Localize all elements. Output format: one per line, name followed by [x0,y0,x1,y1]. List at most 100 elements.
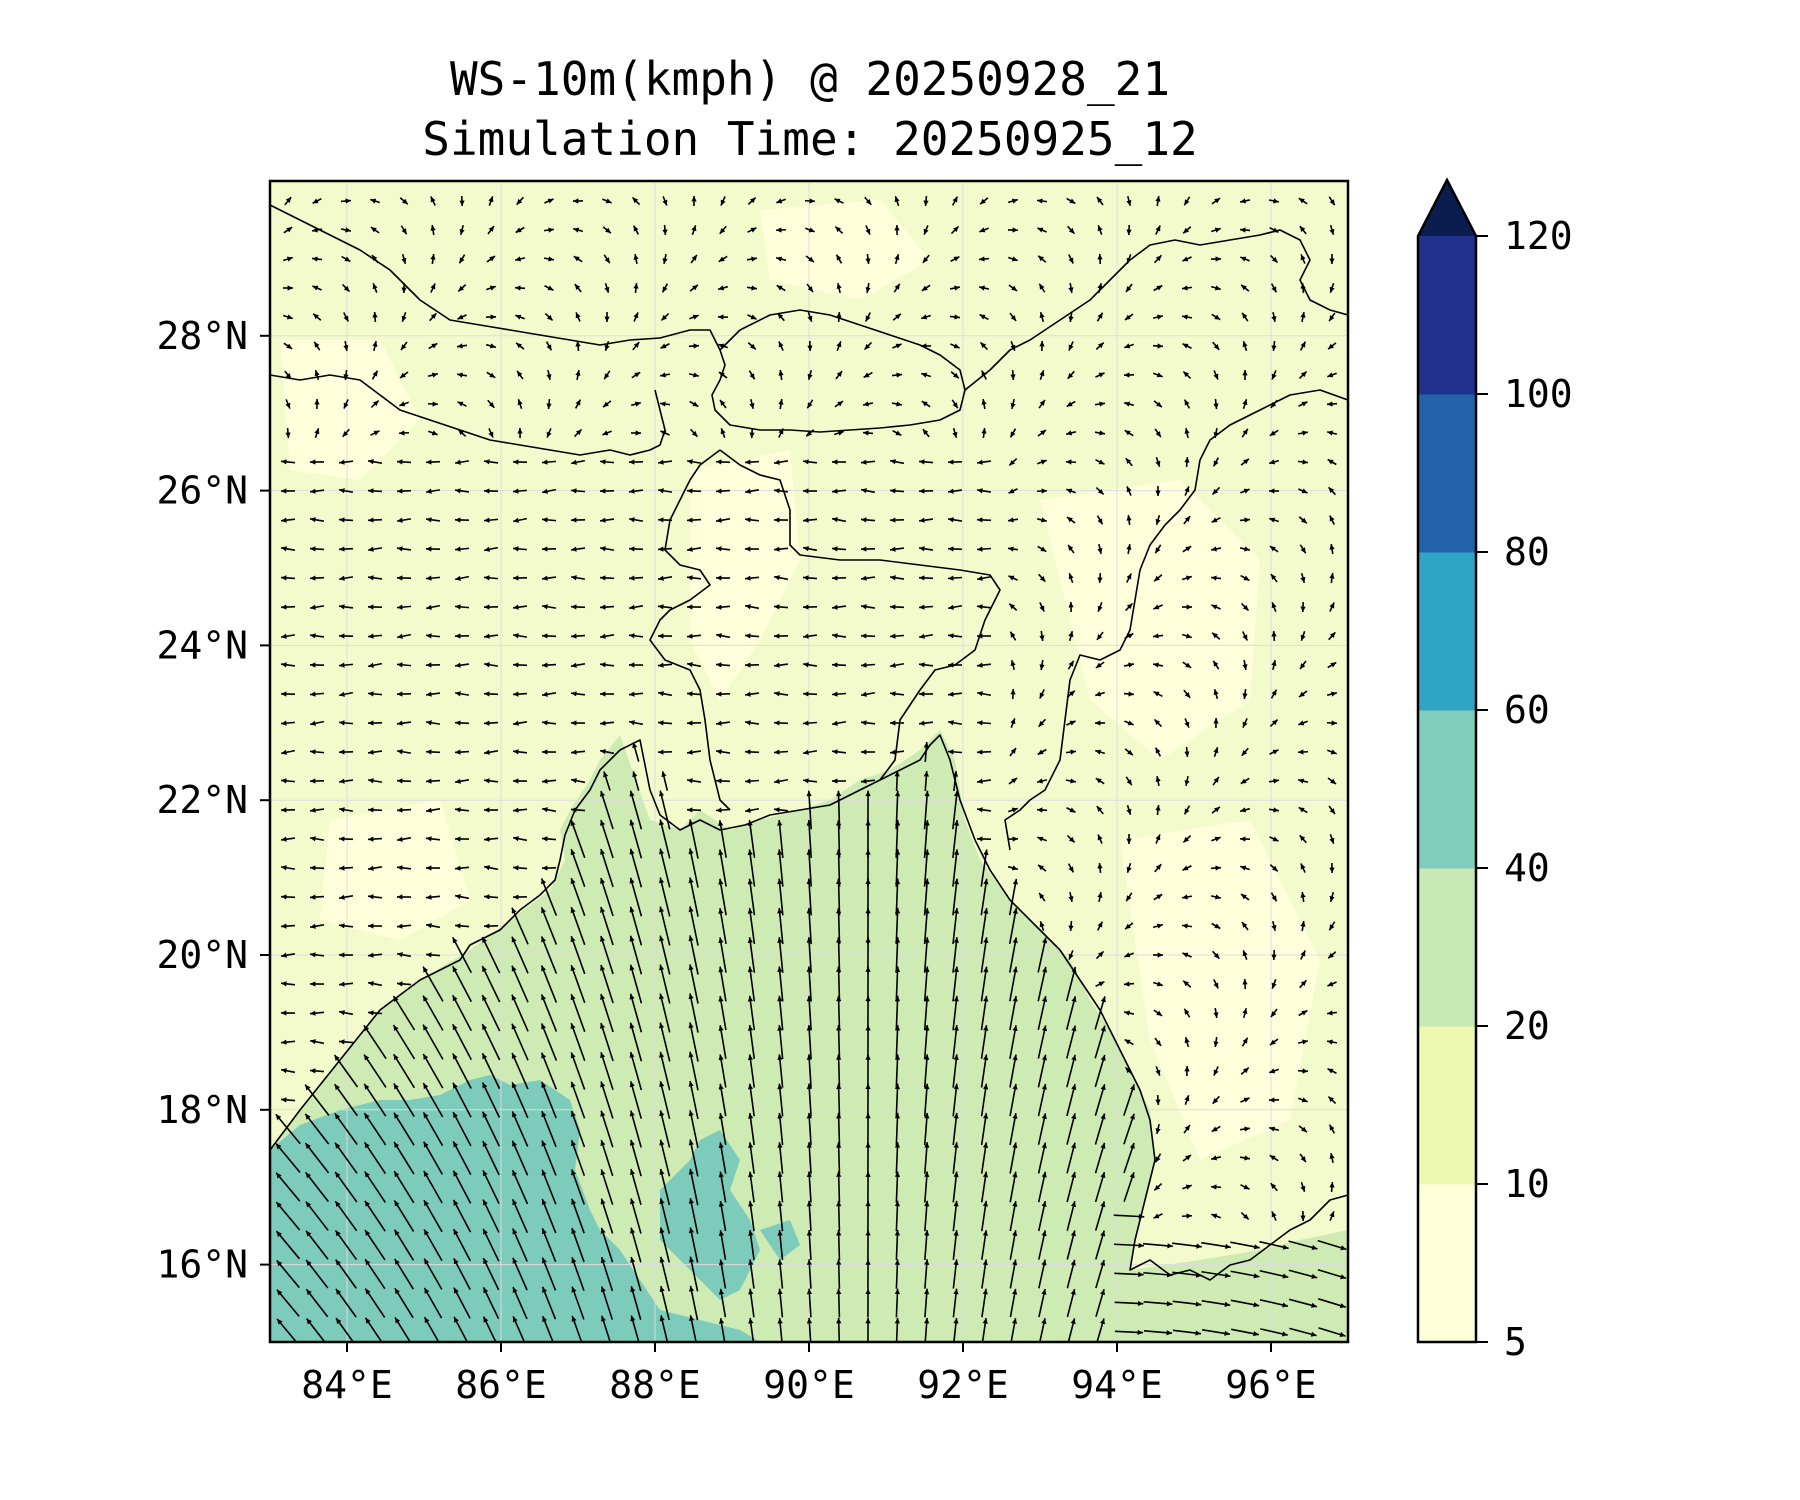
wind-arrow [744,459,760,465]
wind-arrow [688,964,699,1004]
wind-arrow [280,807,296,813]
wind-arrow [860,459,876,465]
wind-arrow [1260,1328,1288,1337]
wind-arrow [540,1023,558,1061]
wind-arrow [1143,1300,1173,1307]
wind-arrow [1008,777,1018,785]
wind-arrow [976,459,992,465]
wind-arrow [947,720,963,726]
wind-arrow [599,546,615,552]
wind-arrow [1039,340,1045,352]
wind-arrow [1123,372,1135,378]
wind-arrow [806,1142,812,1174]
wind-arrow [338,1010,354,1016]
wind-arrow [894,995,901,1031]
wind-arrow [1269,429,1279,437]
wind-arrow [340,198,352,204]
wind-arrow [891,401,903,407]
wind-arrow [802,691,818,697]
wind-arrow [1008,575,1018,581]
wind-arrow [949,314,961,320]
wind-arrow [806,1230,812,1260]
wind-arrow [483,575,499,581]
wind-arrow [630,401,642,407]
colorbar: 5 10 20 40 60 80 100 120 [1416,177,1573,1364]
wind-arrow [831,488,847,494]
wind-arrow [425,778,441,784]
wind-arrow [1095,777,1105,785]
wind-arrow [541,459,557,465]
wind-arrow [1201,1270,1231,1279]
wind-arrow [338,807,354,813]
wind-arrow [396,981,412,987]
wind-arrow [514,285,526,291]
wind-arrow [748,1171,755,1203]
wind-arrow [1037,995,1048,1031]
wind-arrow [1068,891,1074,903]
border-india-myanmar [1004,389,1348,851]
wind-arrow [425,604,441,610]
wind-arrow [600,848,614,888]
wind-arrow [1182,604,1192,610]
wind-arrow [283,226,293,234]
wind-arrow [978,256,990,262]
wind-arrow [1211,604,1221,610]
wind-arrow [1066,1054,1077,1088]
wind-arrow [1067,544,1075,554]
wind-arrow [1095,1230,1106,1260]
wind-arrow [836,878,842,916]
wind-arrow [422,1053,444,1089]
wind-arrow [686,807,702,813]
wind-arrow [275,1142,301,1174]
wind-arrow [512,459,528,465]
wind-arrow [660,312,670,322]
wind-arrow [570,459,586,465]
wind-arrow [806,966,812,1002]
wind-arrow [1184,746,1190,758]
wind-arrow [280,865,296,871]
wind-arrow [747,966,756,1002]
wind-arrow [860,662,876,668]
wind-arrow [951,196,959,206]
wind-arrow [689,284,699,292]
wind-arrow [865,1083,871,1117]
wind-arrow [748,1288,755,1318]
wind-arrow [1038,283,1046,293]
wind-arrow [423,1170,443,1204]
wind-arrow [452,1111,472,1147]
wind-arrow [338,459,354,465]
wind-arrow [806,1024,812,1060]
wind-arrow [570,1052,586,1090]
wind-arrow [1124,429,1134,437]
wind-arrow [836,1230,842,1260]
wind-arrow [571,1315,583,1342]
wind-arrow [632,341,640,351]
wind-arrow [457,314,467,320]
wind-arrow [600,1286,614,1320]
wind-arrow [688,819,699,859]
wind-arrow [802,662,818,668]
wind-arrow [1094,691,1106,697]
wind-arrow [488,196,494,206]
wind-arrow [918,488,934,494]
wind-arrow [952,966,959,1002]
wind-arrow [863,371,873,379]
wind-arrow [1183,1124,1191,1134]
wind-arrow [1097,891,1103,903]
wind-arrow [632,742,640,762]
wind-arrow [1123,1010,1135,1016]
wind-arrow [628,604,644,610]
wind-arrow [1124,720,1134,726]
wind-arrow [657,604,673,610]
wind-arrow [541,604,557,610]
wind-arrow [924,1200,930,1232]
wind-arrow [1181,285,1193,291]
wind-arrow [629,964,643,1004]
wind-arrow [1299,225,1307,235]
wind-arrow [1114,1271,1144,1278]
wind-arrow [633,253,639,265]
wind-arrow [1039,602,1045,612]
wind-arrow [777,1025,784,1059]
wind-arrow [1096,515,1104,525]
wind-arrow [777,937,784,973]
